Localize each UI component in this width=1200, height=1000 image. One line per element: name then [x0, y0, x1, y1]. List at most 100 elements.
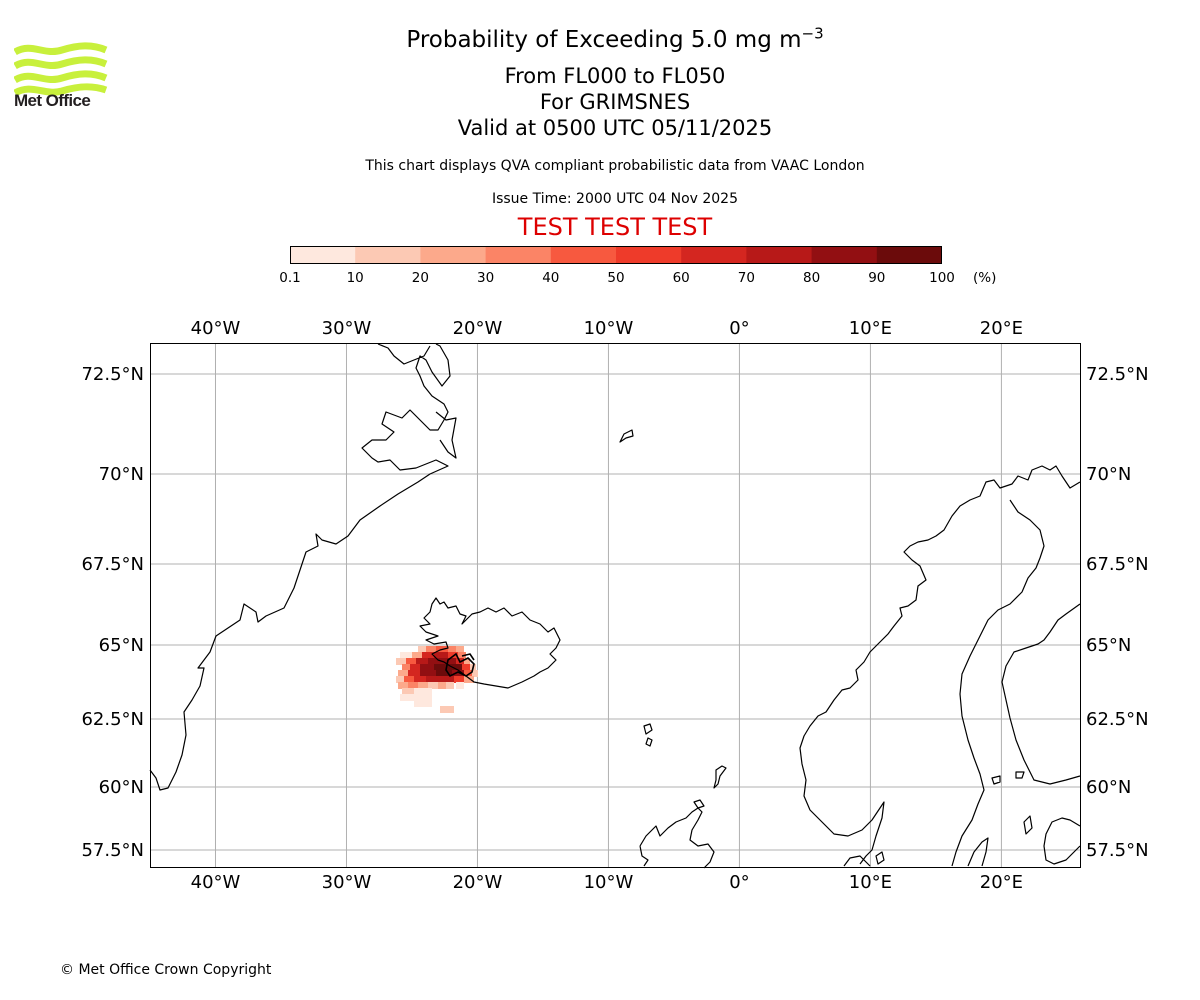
colorbar-tick-label: 0.1 [279, 270, 301, 286]
copyright: © Met Office Crown Copyright [60, 962, 272, 978]
latitude-label: 60°N [1086, 777, 1131, 798]
plume-cell [444, 658, 456, 665]
coast-sweden-south [967, 837, 989, 867]
chart-title-text: Probability of Exceeding 5.0 mg m [406, 27, 802, 53]
plume-cell [400, 694, 414, 701]
longitude-label: 20°E [980, 872, 1023, 893]
colorbar-segment [681, 246, 747, 264]
plume-cell [400, 652, 412, 659]
longitude-label: 10°E [849, 872, 892, 893]
colorbar-tick-label: 30 [477, 270, 495, 286]
latitude-label: 67.5°N [1086, 554, 1149, 575]
latitude-label: 70°N [99, 464, 144, 485]
plume-cell [440, 706, 454, 713]
colorbar-segment [290, 246, 356, 264]
plume-cell [448, 646, 456, 653]
colorbar-unit: (%) [973, 270, 997, 286]
plume-cell [426, 646, 436, 653]
coast-gotland [1023, 815, 1033, 835]
colorbar-segment [485, 246, 552, 264]
coast-jan-mayen [619, 429, 634, 443]
axis-labels: 40°W 40°W 30°W 30°W 20°W 20°W 10°W 10°W 0° 0° 10°E… [81, 318, 1148, 893]
chart-title: Probability of Exceeding 5.0 mg m−3 [0, 26, 1200, 53]
colorbar-segment [616, 246, 682, 264]
longitude-label: 40°W [191, 872, 241, 893]
plume-cell [414, 676, 426, 683]
longitude-label: 20°E [980, 318, 1023, 339]
plume-cell [456, 682, 464, 689]
coast-greenland [149, 343, 451, 791]
plume-cell [426, 688, 432, 695]
colorbar-tick-label: 10 [346, 270, 364, 286]
colorbar-segment [355, 246, 421, 264]
colorbar-tick-label: 40 [542, 270, 560, 286]
coast-denmark [843, 851, 885, 867]
plume-cell [436, 670, 452, 677]
plume-contour [445, 652, 475, 678]
coast-baltic [1043, 817, 1081, 865]
colorbar-tick-label: 50 [607, 270, 625, 286]
colorbar-segment [420, 246, 487, 264]
colorbar-segment [550, 246, 617, 264]
colorbar [290, 246, 942, 264]
plume-cell [420, 664, 434, 671]
longitude-label: 0° [729, 872, 749, 893]
plume-cell [398, 670, 408, 677]
logo-text: Met Office [14, 91, 91, 110]
latitude-label: 67.5°N [81, 554, 144, 575]
coast-norway [799, 465, 1081, 865]
plume-cell [398, 682, 408, 689]
latitude-label: 62.5°N [81, 709, 144, 730]
latitude-label: 70°N [1086, 464, 1131, 485]
coast-norway-sweden-inland [951, 499, 1045, 867]
plume-cell [446, 682, 454, 689]
plume-cell [428, 658, 444, 665]
coast-finland [1001, 603, 1081, 785]
longitude-label: 40°W [191, 318, 241, 339]
latitude-label: 57.5°N [1086, 840, 1149, 861]
plume-cell [434, 652, 448, 659]
ash-probability-plume [396, 646, 478, 713]
plume-cell [396, 676, 404, 683]
plume-cell [414, 688, 426, 695]
chart-description: This chart displays QVA compliant probab… [365, 158, 865, 174]
coast-greenland-fjord [435, 411, 457, 459]
plume-cell [452, 670, 464, 677]
colorbar-frame [290, 246, 942, 264]
plume-cell [402, 688, 414, 695]
plume-cell [448, 664, 462, 671]
met-office-logo [14, 42, 108, 97]
plume-cell [416, 658, 428, 665]
plume-cell [408, 670, 420, 677]
latitude-label: 65°N [99, 635, 144, 656]
longitude-label: 10°W [584, 872, 634, 893]
map-frame [150, 343, 1081, 868]
colorbar-tick-label: 100 [929, 270, 955, 286]
volcano-name: For GRIMSNES [539, 90, 691, 114]
plume-cell [406, 658, 416, 665]
longitude-label: 20°W [453, 318, 503, 339]
coast-faroes [643, 723, 653, 747]
coast-orkney [693, 799, 705, 809]
plume-cell [396, 658, 406, 665]
test-warning: TEST TEST TEST [517, 213, 713, 241]
colorbar-tick-label: 80 [803, 270, 821, 286]
colorbar-tick-label: 20 [411, 270, 429, 286]
plume-cell [414, 694, 432, 701]
plume-cell [462, 664, 470, 671]
coastlines [149, 343, 1081, 869]
colorbar-segment [876, 246, 942, 264]
plume-cell [404, 676, 414, 683]
coast-iceland [419, 597, 561, 689]
plume-cell [440, 676, 454, 683]
plume-cell [418, 646, 426, 653]
longitude-label: 0° [729, 318, 749, 339]
plume-cell [464, 676, 474, 683]
colorbar-tick-label: 90 [868, 270, 886, 286]
plume-cell [472, 670, 478, 677]
colorbar-tick-label: 70 [737, 270, 755, 286]
latitude-label: 65°N [1086, 635, 1131, 656]
plume-cell [456, 646, 464, 653]
longitude-label: 10°E [849, 318, 892, 339]
